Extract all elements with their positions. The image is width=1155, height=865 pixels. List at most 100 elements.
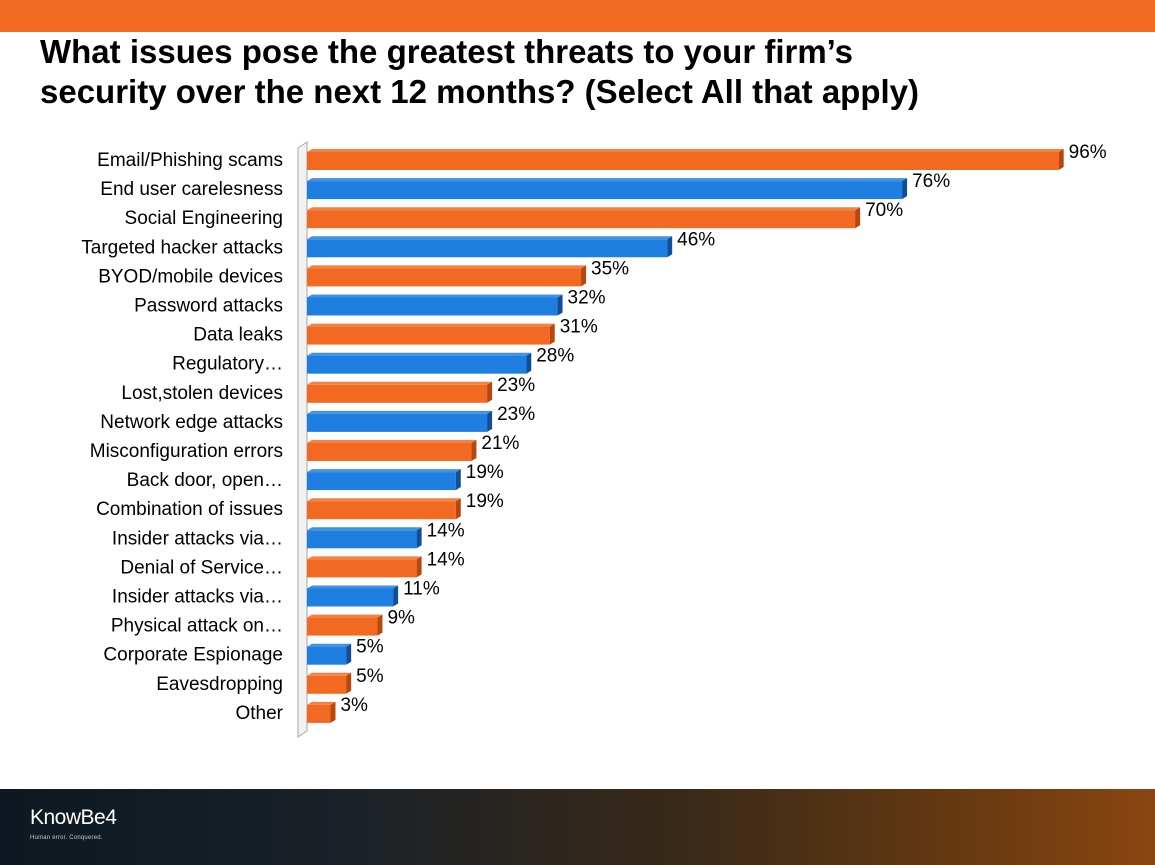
value-label: 21% <box>481 433 519 454</box>
top-accent-bar <box>0 0 1155 32</box>
bar-chart: Email/Phishing scams 96% End user carelesn… <box>81 141 1107 738</box>
value-label: 70% <box>865 200 903 221</box>
category-label: Denial of Service… <box>120 557 283 578</box>
category-label: Insider attacks via… <box>112 587 283 608</box>
bar-side-face <box>416 556 422 578</box>
category-label: Insider attacks via… <box>112 528 283 549</box>
y-axis-wall <box>297 141 308 738</box>
bar-top-face <box>307 585 399 589</box>
bar-side-face <box>471 440 477 461</box>
bar-top-face <box>307 236 673 240</box>
bar <box>307 268 582 287</box>
bar-top-face <box>307 323 555 327</box>
category-label: Network edge attacks <box>100 412 283 433</box>
bar <box>307 443 472 461</box>
bar-side-face <box>346 672 352 694</box>
value-label: 28% <box>536 346 574 367</box>
logo-tagline: Human error. Conquered. <box>30 835 103 841</box>
bar-top-face <box>307 440 477 443</box>
knowbe4-logo: KnowBe4 Human error. Conquered. <box>30 806 130 851</box>
bar <box>307 472 456 491</box>
logo-text: KnowBe4 <box>30 806 117 829</box>
category-label: Email/Phishing scams <box>97 150 283 171</box>
value-label: 9% <box>387 608 415 629</box>
category-label: Other <box>235 703 283 724</box>
bar-side-face <box>667 236 673 258</box>
bar-top-face <box>307 701 336 705</box>
category-label: Regulatory… <box>172 354 283 375</box>
bar-top-face <box>307 614 383 618</box>
bar-top-face <box>307 643 352 647</box>
bar <box>307 559 417 578</box>
bar-top-face <box>307 469 461 473</box>
value-label: 14% <box>427 549 465 570</box>
bar <box>307 181 903 200</box>
bar-side-face <box>855 207 861 229</box>
bar <box>307 297 558 316</box>
bar-top-face <box>307 410 493 414</box>
category-label: Targeted hacker attacks <box>81 237 283 258</box>
category-label: Eavesdropping <box>156 674 283 695</box>
bar <box>307 704 331 723</box>
bar-top-face <box>307 672 352 676</box>
bar-side-face <box>330 701 336 723</box>
bar <box>307 588 394 607</box>
value-label: 3% <box>340 695 368 716</box>
value-label: 35% <box>591 258 629 279</box>
value-label: 5% <box>356 666 384 687</box>
bar-top-face <box>307 527 422 531</box>
bar-side-face <box>487 410 493 432</box>
value-label: 23% <box>497 375 535 396</box>
bar-side-face <box>377 614 383 636</box>
bar <box>307 355 527 374</box>
title-line-2: security over the next 12 months? (Selec… <box>40 73 919 110</box>
value-label: 19% <box>466 491 504 512</box>
bar-side-face <box>346 643 352 665</box>
bar-side-face <box>393 585 399 607</box>
bar-top-face <box>307 352 532 356</box>
value-label: 76% <box>912 171 950 192</box>
bar-top-face <box>307 265 587 269</box>
bar <box>307 210 856 229</box>
category-label: Back door, open… <box>127 470 283 491</box>
bar-top-face <box>307 294 563 298</box>
category-label: Social Engineering <box>125 208 283 229</box>
value-label: 14% <box>427 520 465 541</box>
footer-bar: KnowBe4 Human error. Conquered. <box>0 789 1155 865</box>
category-label: Combination of issues <box>96 499 283 520</box>
category-label: Physical attack on… <box>111 616 283 637</box>
bar-side-face <box>455 469 461 491</box>
bar-side-face <box>487 381 493 403</box>
bar-top-face <box>307 381 493 385</box>
bar-side-face <box>581 265 587 287</box>
bar-side-face <box>455 498 461 520</box>
value-label: 5% <box>356 637 384 658</box>
bar-top-face <box>307 556 422 560</box>
bar-top-face <box>307 178 908 182</box>
bar-side-face <box>902 178 908 200</box>
category-label: BYOD/mobile devices <box>98 266 283 287</box>
bar <box>307 413 488 432</box>
bar-side-face <box>416 527 422 549</box>
bar-side-face <box>557 294 563 316</box>
value-label: 23% <box>497 404 535 425</box>
value-label: 19% <box>466 462 504 483</box>
bar <box>307 384 488 403</box>
bar <box>307 675 347 694</box>
category-label: Misconfiguration errors <box>90 441 283 462</box>
category-label: Password attacks <box>134 296 283 317</box>
title-line-1: What issues pose the greatest threats to… <box>40 33 853 70</box>
category-label: Corporate Espionage <box>103 645 283 666</box>
bar-side-face <box>1058 149 1064 170</box>
category-label: Data leaks <box>193 325 283 346</box>
bar-side-face <box>526 352 532 374</box>
bar <box>307 239 668 258</box>
value-label: 31% <box>560 317 598 338</box>
value-label: 11% <box>403 579 440 600</box>
bar-top-face <box>307 498 461 502</box>
bar <box>307 617 378 636</box>
bar <box>307 530 417 549</box>
bar-side-face <box>549 323 555 345</box>
bar <box>307 646 347 665</box>
value-label: 96% <box>1069 142 1107 163</box>
